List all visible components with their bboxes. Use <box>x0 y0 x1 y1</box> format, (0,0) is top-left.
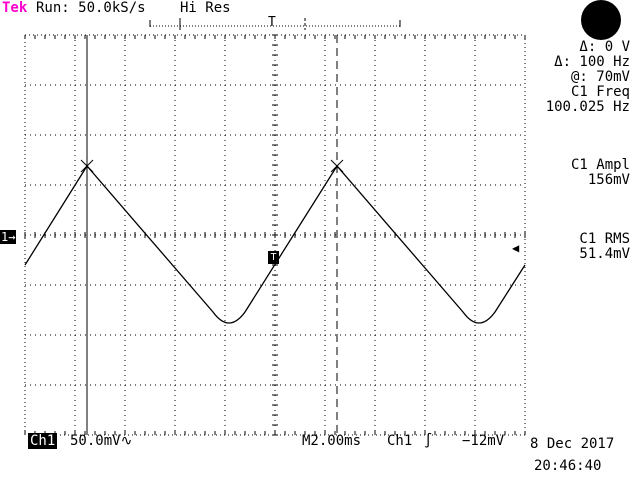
brand-label: Tek <box>2 0 28 16</box>
trigger-level: −12mV <box>462 433 505 449</box>
acquisition-mode: Hi Res <box>180 0 231 16</box>
record-trigger-marker: T <box>268 15 276 30</box>
channel1-waveform <box>24 164 526 324</box>
amplitude-label: C1 Ampl <box>570 157 630 173</box>
trigger-level-arrow-icon: ◀ <box>512 241 520 255</box>
trigger-source: Ch1 <box>387 433 413 449</box>
channel1-scale: 50.0mV∿ <box>70 433 133 449</box>
channel1-badge: Ch1 <box>28 433 58 449</box>
cursor-cross <box>330 159 344 173</box>
rms-value: 51.4mV <box>579 246 630 262</box>
date-readout: 8 Dec 2017 <box>530 436 615 452</box>
cursor-cross <box>80 159 94 173</box>
timebase-readout: M2.00ms <box>302 433 362 449</box>
amplitude-value: 156mV <box>587 172 630 188</box>
channel1-ground-marker: 1→ <box>0 230 17 244</box>
frequency-value: 100.025 Hz <box>545 99 630 115</box>
time-readout: 20:46:40 <box>534 458 602 474</box>
delta-frequency-readout: Δ: 100 Hz <box>554 54 630 70</box>
rms-label: C1 RMS <box>579 231 630 247</box>
frequency-label: C1 Freq <box>570 84 630 100</box>
run-status: Run: 50.0kS/s <box>36 0 146 16</box>
cursor-voltage-readout: @: 70mV <box>570 69 630 85</box>
trigger-slope-icon: ∫ <box>424 433 433 449</box>
delta-voltage-readout: Δ: 0 V <box>579 39 630 55</box>
run-indicator-icon <box>581 0 621 40</box>
trigger-position-marker: T <box>268 251 279 264</box>
